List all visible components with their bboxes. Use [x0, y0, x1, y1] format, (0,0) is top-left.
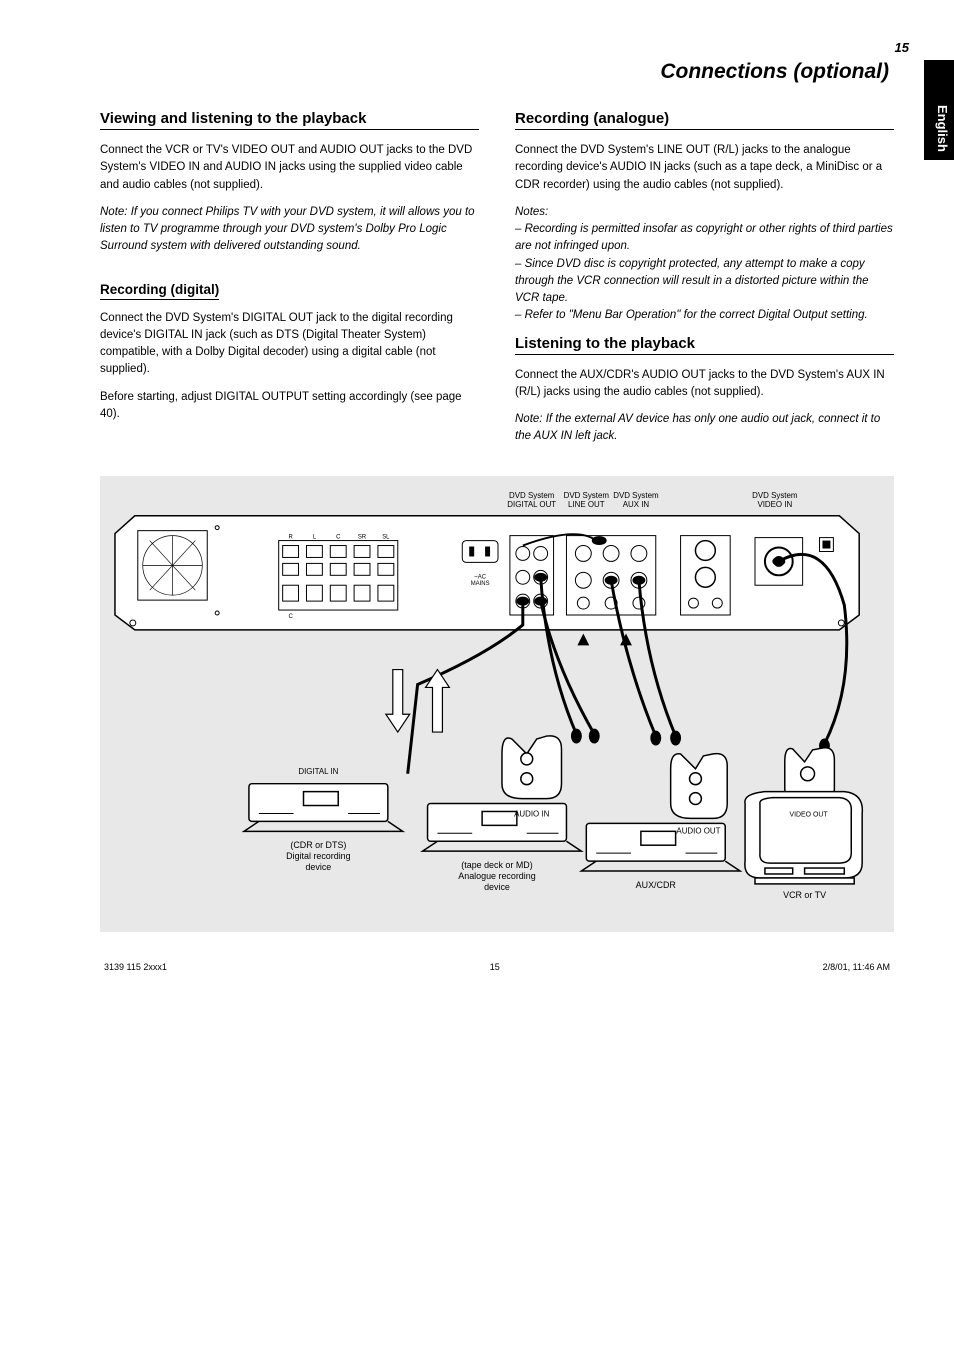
svg-text:AUDIO OUT: AUDIO OUT — [676, 826, 720, 835]
section-recording-analogue-body: Connect the DVD System's LINE OUT (R/L) … — [515, 142, 894, 194]
svg-text:DIGITAL OUT: DIGITAL OUT — [507, 499, 556, 508]
svg-text:~AC: ~AC — [474, 574, 486, 580]
panel-top-labels: DVD SystemDIGITAL OUT DVD SystemLINE OUT… — [507, 490, 798, 508]
section-recording-digital-title: Recording (digital) — [100, 282, 219, 300]
speaker-terminals: RLCSRSL C — [279, 534, 398, 619]
note3: – Refer to "Menu Bar Operation" for the … — [515, 309, 868, 321]
svg-text:DVD System: DVD System — [752, 490, 798, 499]
section-listening-title: Listening to the playback — [515, 335, 894, 355]
svg-text:R: R — [288, 534, 293, 540]
note-label: Note: — [100, 206, 131, 218]
svg-text:AUX IN: AUX IN — [623, 499, 650, 508]
section-recording-analogue-title: Recording (analogue) — [515, 110, 894, 130]
svg-text:MAINS: MAINS — [471, 581, 490, 587]
section-recording-digital-p1: Connect the DVD System's DIGITAL OUT jac… — [100, 310, 479, 379]
note-label2: Note: — [515, 413, 546, 425]
footer-left: 3139 115 2xxx1 — [104, 962, 167, 972]
footer-center: 15 — [490, 962, 500, 972]
connection-diagram: RLCSRSL C ~AC MAINS — [100, 476, 894, 933]
svg-text:DVD System: DVD System — [613, 490, 659, 499]
svg-text:Digital recording: Digital recording — [286, 851, 351, 861]
device-tv — [745, 791, 862, 883]
svg-text:SR: SR — [358, 534, 367, 540]
section-viewing-note: Note: If you connect Philips TV with you… — [100, 204, 479, 256]
svg-text:C: C — [288, 613, 293, 619]
right-column: Recording (analogue) Connect the DVD Sys… — [515, 104, 894, 456]
svg-text:(CDR or DTS): (CDR or DTS) — [290, 840, 346, 850]
svg-text:LINE OUT: LINE OUT — [568, 499, 605, 508]
svg-text:device: device — [305, 862, 331, 872]
page-number-top: 15 — [895, 40, 909, 55]
note1: – Recording is permitted insofar as copy… — [515, 223, 893, 252]
sidebar-language: English — [935, 105, 950, 152]
footer-right: 2/8/01, 11:46 AM — [823, 962, 890, 972]
svg-text:DIGITAL IN: DIGITAL IN — [298, 766, 338, 775]
svg-text:DVD System: DVD System — [564, 490, 610, 499]
svg-text:AUDIO IN: AUDIO IN — [514, 809, 549, 818]
svg-text:(tape deck or MD): (tape deck or MD) — [461, 860, 532, 870]
section-viewing-title: Viewing and listening to the playback — [100, 110, 479, 130]
svg-text:AUX/CDR: AUX/CDR — [636, 879, 677, 889]
svg-text:VCR or TV: VCR or TV — [783, 889, 826, 899]
svg-text:VIDEO OUT: VIDEO OUT — [789, 811, 828, 818]
svg-text:device: device — [484, 881, 510, 891]
note-text: If you connect Philips TV with your DVD … — [100, 206, 475, 253]
left-column: Viewing and listening to the playback Co… — [100, 104, 479, 456]
svg-text:Analogue recording: Analogue recording — [458, 870, 535, 880]
footer: 3139 115 2xxx1 15 2/8/01, 11:46 AM — [100, 962, 894, 972]
section-listening-body: Connect the AUX/CDR's AUDIO OUT jacks to… — [515, 367, 894, 402]
section-recording-analogue-notes: Notes: – Recording is permitted insofar … — [515, 204, 894, 325]
device-analogue-recorder — [423, 803, 582, 851]
note2: – Since DVD disc is copyright protected,… — [515, 258, 869, 305]
section-viewing-body: Connect the VCR or TV's VIDEO OUT and AU… — [100, 142, 479, 194]
notes-label: Notes: — [515, 206, 548, 218]
svg-text:SL: SL — [382, 534, 390, 540]
chapter-title: Connections (optional) — [100, 60, 894, 84]
svg-text:C: C — [336, 534, 341, 540]
dvd-back-panel: RLCSRSL C ~AC MAINS — [115, 515, 859, 629]
section-listening-note: Note: If the external AV device has only… — [515, 411, 894, 446]
svg-text:DVD System: DVD System — [509, 490, 555, 499]
svg-text:VIDEO IN: VIDEO IN — [757, 499, 792, 508]
note-text2: If the external AV device has only one a… — [515, 413, 880, 442]
diagram-svg: RLCSRSL C ~AC MAINS — [110, 486, 884, 913]
section-recording-digital-p2: Before starting, adjust DIGITAL OUTPUT s… — [100, 389, 479, 424]
device-digital-recorder — [244, 783, 403, 831]
